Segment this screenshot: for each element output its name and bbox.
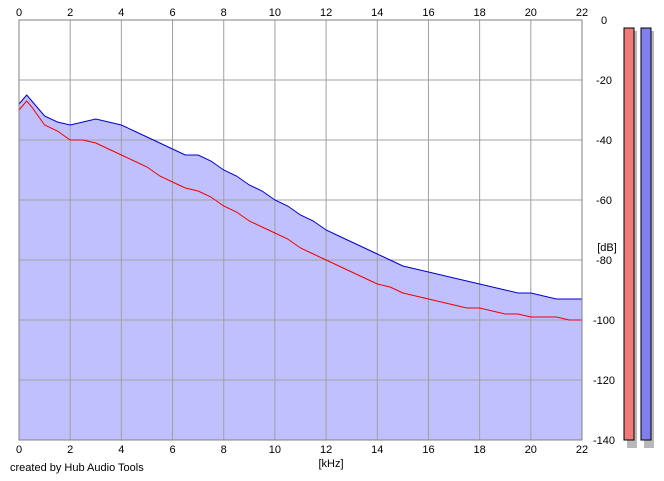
x-tick-label-top: 14 bbox=[371, 7, 383, 19]
y-axis-label: [dB] bbox=[597, 242, 617, 254]
x-tick-label-top: 16 bbox=[422, 7, 434, 19]
x-axis-label: [kHz] bbox=[318, 458, 343, 470]
x-tick-label-top: 2 bbox=[67, 7, 73, 19]
y-tick-label: -80 bbox=[596, 255, 612, 267]
x-tick-label-top: 18 bbox=[474, 7, 486, 19]
x-tick-label-top: 22 bbox=[576, 7, 588, 19]
x-tick-label-bottom: 12 bbox=[320, 444, 332, 456]
x-tick-label-top: 0 bbox=[16, 7, 22, 19]
y-tick-label: -100 bbox=[593, 315, 615, 327]
y-tick-label: -60 bbox=[596, 195, 612, 207]
axis-ticks: 002244668810101212141416161818202022220-… bbox=[16, 7, 615, 456]
plot-area bbox=[18, 19, 583, 441]
x-tick-label-bottom: 22 bbox=[576, 444, 588, 456]
x-tick-label-bottom: 16 bbox=[422, 444, 434, 456]
level-meter-red bbox=[623, 27, 635, 441]
plot-border bbox=[18, 19, 583, 441]
x-tick-label-bottom: 18 bbox=[474, 444, 486, 456]
y-tick-label: 0 bbox=[601, 15, 607, 27]
x-tick-label-top: 4 bbox=[118, 7, 124, 19]
level-meters bbox=[623, 27, 654, 448]
y-tick-label: -40 bbox=[596, 135, 612, 147]
x-tick-label-top: 10 bbox=[269, 7, 281, 19]
x-tick-label-top: 8 bbox=[221, 7, 227, 19]
x-tick-label-top: 6 bbox=[169, 7, 175, 19]
x-tick-label-bottom: 0 bbox=[16, 444, 22, 456]
x-tick-label-top: 12 bbox=[320, 7, 332, 19]
x-tick-label-bottom: 6 bbox=[169, 444, 175, 456]
y-tick-label: -20 bbox=[596, 75, 612, 87]
series-line-blue bbox=[18, 94, 582, 300]
x-tick-label-bottom: 2 bbox=[67, 444, 73, 456]
x-tick-label-top: 20 bbox=[525, 7, 537, 19]
spectrum-area-fill bbox=[19, 95, 582, 440]
x-tick-label-bottom: 10 bbox=[269, 444, 281, 456]
series-line-red bbox=[18, 100, 582, 321]
x-tick-label-bottom: 14 bbox=[371, 444, 383, 456]
y-tick-label: -120 bbox=[593, 375, 615, 387]
credit-text: created by Hub Audio Tools bbox=[10, 462, 144, 474]
x-tick-label-bottom: 8 bbox=[221, 444, 227, 456]
y-tick-label: -140 bbox=[593, 435, 615, 447]
level-meter-blue bbox=[640, 27, 652, 441]
x-tick-label-bottom: 4 bbox=[118, 444, 124, 456]
x-tick-label-bottom: 20 bbox=[525, 444, 537, 456]
